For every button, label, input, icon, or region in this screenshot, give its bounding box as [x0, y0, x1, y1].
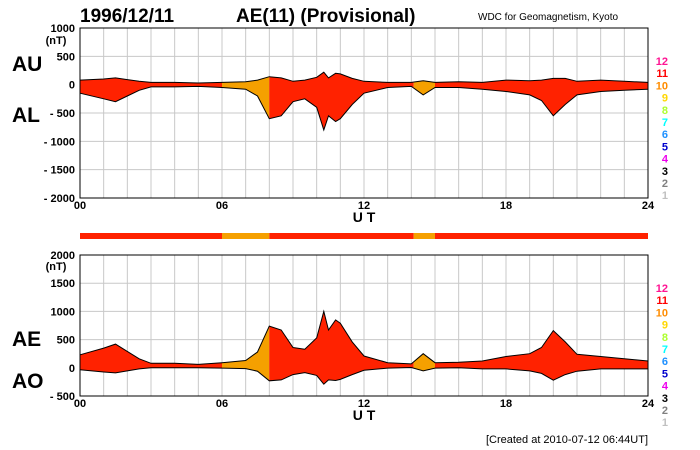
- ae-label: AE: [12, 328, 41, 351]
- station-segment-area: [80, 344, 222, 373]
- bottom-x-ticks: 00 06 12 18 24: [74, 398, 655, 410]
- legend-entry-6: 6: [662, 356, 668, 368]
- station-bar-segment: [222, 233, 270, 239]
- au-label: AU: [12, 53, 42, 76]
- legend-entry-1: 1: [662, 417, 668, 429]
- station-segment-area: [269, 72, 414, 130]
- station-segment-area: [222, 76, 270, 119]
- legend-entry-4: 4: [662, 381, 669, 393]
- au-series-line: [79, 71, 649, 84]
- al-label: AL: [12, 104, 40, 127]
- legend-entry-12: 12: [656, 56, 668, 68]
- legend-entry-8: 8: [662, 105, 668, 117]
- x-tick-label: 18: [500, 398, 512, 410]
- y-tick-label: - 1000: [44, 136, 75, 148]
- y-tick-label: 2000: [51, 250, 75, 262]
- station-count-bar: [80, 233, 648, 239]
- top-area: [79, 71, 649, 132]
- date-label: 1996/12/11: [80, 6, 174, 27]
- station-segment-area: [435, 78, 648, 116]
- station-segment-area: [435, 330, 648, 381]
- station-segment-area: [269, 311, 414, 385]
- top-xlabel: U T: [353, 209, 376, 225]
- station-bar-segment: [413, 233, 435, 239]
- legend-entry-1: 1: [662, 190, 668, 202]
- legend-entry-5: 5: [662, 368, 668, 380]
- bottom-xlabel: U T: [353, 407, 376, 423]
- x-tick-label: 12: [358, 200, 370, 212]
- top-x-ticks: 00 06 12 18 24: [74, 200, 655, 212]
- x-tick-label: 12: [358, 398, 370, 410]
- al-series-line: [79, 85, 649, 132]
- station-segment-area: [80, 77, 222, 102]
- legend-entry-10: 10: [656, 80, 668, 92]
- bottom-ylabel: (nT): [46, 261, 67, 273]
- station-bar-segment: [435, 233, 648, 239]
- legend-entry-7: 7: [662, 344, 668, 356]
- bottom-y-ticks: 2000 1500 1000 500 0 - 500: [50, 250, 75, 403]
- legend-entry-3: 3: [662, 166, 668, 178]
- x-tick-label: 00: [74, 398, 86, 410]
- chart-title: AE(11) (Provisional): [236, 6, 416, 27]
- station-bar-segment: [269, 233, 414, 239]
- y-tick-label: 500: [57, 51, 75, 63]
- legend-entry-8: 8: [662, 332, 668, 344]
- legend-entry-2: 2: [662, 178, 668, 190]
- station-bar-segment: [80, 233, 222, 239]
- station-segment-area: [413, 353, 435, 371]
- legend-entry-5: 5: [662, 141, 668, 153]
- station-segment-area: [222, 326, 270, 381]
- bottom-area: [79, 309, 649, 385]
- legend-entry-11: 11: [656, 68, 668, 80]
- y-tick-label: - 1500: [44, 165, 75, 177]
- top-grid: [80, 28, 648, 198]
- bottom-panel-frame: [79, 254, 649, 397]
- created-timestamp: [Created at 2010-07-12 06:44UT]: [486, 434, 648, 446]
- legend-entry-2: 2: [662, 405, 668, 417]
- legend-entry-9: 9: [662, 93, 668, 105]
- x-tick-label: 24: [642, 200, 655, 212]
- ao-series-line: [79, 366, 648, 385]
- legend-entry-10: 10: [656, 307, 668, 319]
- y-tick-label: - 500: [50, 108, 75, 120]
- top-panel-frame: [79, 27, 649, 199]
- y-tick-label: - 500: [50, 391, 75, 403]
- y-tick-label: 500: [57, 335, 75, 347]
- y-tick-label: 1000: [51, 306, 75, 318]
- legend-entry-9: 9: [662, 320, 668, 332]
- y-tick-label: 0: [69, 80, 75, 92]
- station-segment-area: [413, 80, 435, 95]
- legend-entry-4: 4: [662, 154, 669, 166]
- legend-entry-12: 12: [656, 283, 668, 295]
- x-tick-label: 06: [216, 398, 228, 410]
- legend-entry-6: 6: [662, 129, 668, 141]
- x-tick-label: 00: [74, 200, 86, 212]
- y-tick-label: 0: [69, 363, 75, 375]
- x-tick-label: 24: [642, 398, 655, 410]
- top-ylabel: (nT): [46, 35, 67, 47]
- ae-series-line: [79, 309, 649, 365]
- x-tick-label: 18: [500, 200, 512, 212]
- x-tick-label: 06: [216, 200, 228, 212]
- top-y-ticks: 1000 500 0 - 500 - 1000 - 1500 - 2000: [44, 23, 75, 205]
- legend-entry-7: 7: [662, 117, 668, 129]
- y-tick-label: 1000: [51, 23, 75, 35]
- ao-label: AO: [12, 370, 44, 393]
- y-tick-label: 1500: [51, 278, 75, 290]
- legend-entry-3: 3: [662, 393, 668, 405]
- source-label: WDC for Geomagnetism, Kyoto: [478, 12, 618, 23]
- legend-entry-11: 11: [656, 295, 668, 307]
- y-tick-label: - 2000: [44, 193, 75, 205]
